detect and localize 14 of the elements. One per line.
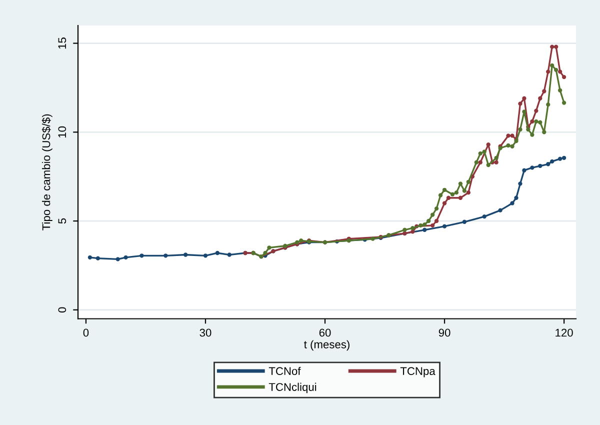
y-tick-label: 5 — [58, 218, 66, 224]
x-tick-label: 0 — [83, 328, 89, 337]
legend-label: TCNcliqui — [268, 382, 316, 394]
legend-label: TCNpa — [400, 367, 436, 378]
x-tick-label: 60 — [319, 328, 331, 337]
y-tick-label: 10 — [58, 126, 66, 138]
x-tick-label: 90 — [438, 328, 450, 337]
y-tick-label: 15 — [58, 38, 66, 49]
y-axis-title: Tipo de cambio (US$/$) — [42, 114, 52, 230]
y-tick-label: 0 — [58, 307, 66, 313]
x-tick-label: 30 — [200, 328, 212, 337]
x-axis-title: t (meses) — [304, 340, 350, 351]
legend-label: TCNof — [268, 366, 301, 376]
x-tick-label: 120 — [556, 328, 573, 337]
